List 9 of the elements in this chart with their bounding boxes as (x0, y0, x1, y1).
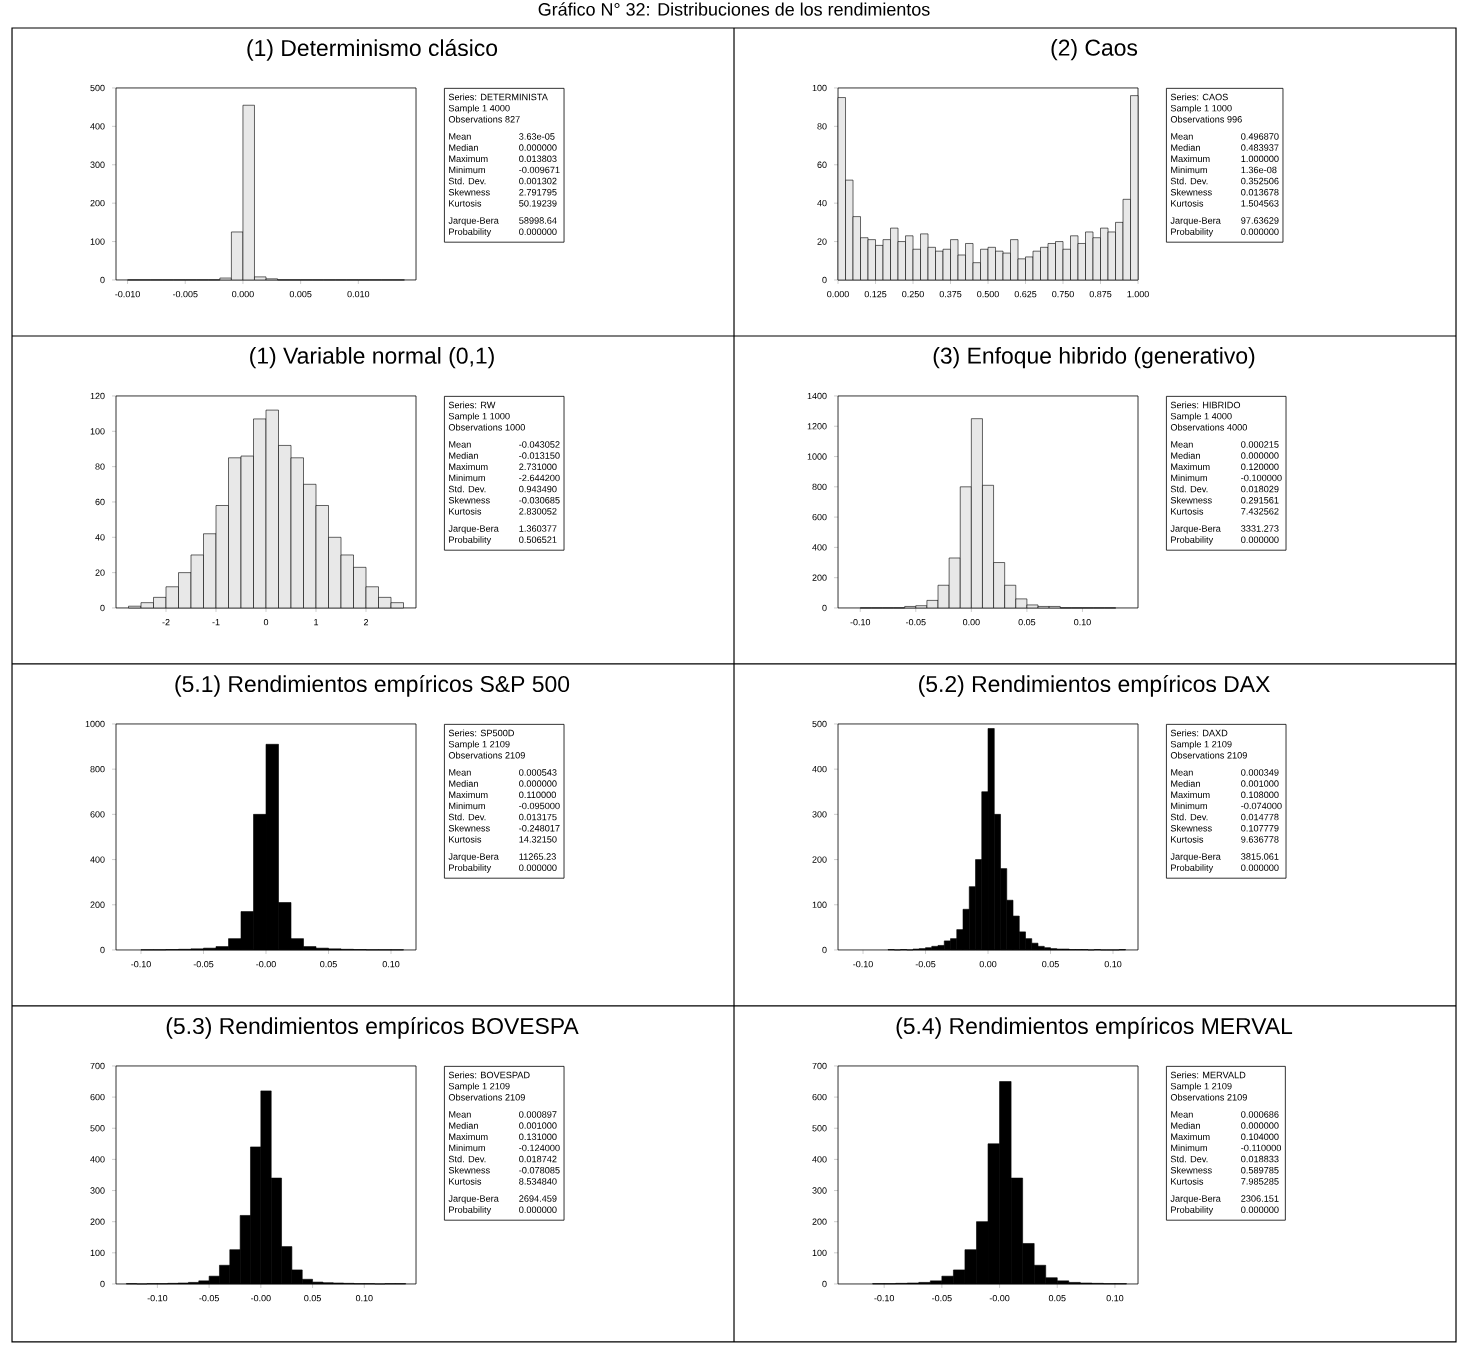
chart-title: (5.1) Rendimientos empíricos S&P 500 (175, 675, 570, 697)
chart-title: (1) Determinismo clásico (247, 39, 498, 61)
chart-title: (1) Variable normal (0,1) (250, 347, 494, 369)
chart-title: (5.4) Rendimientos empíricos MERVAL (896, 1017, 1293, 1039)
text: Gráfico N° 32: Distribuciones de los rendimientos (538, 2, 930, 16)
chart-title: (3) Enfoque hibrido (generativo) (933, 347, 1255, 369)
chart-title: (5.3) Rendimientos empíricos BOVESPA (166, 1017, 579, 1039)
chart-title: (2) Caos (1051, 39, 1138, 61)
chart-title: (5.2) Rendimientos empíricos DAX (919, 675, 1270, 697)
